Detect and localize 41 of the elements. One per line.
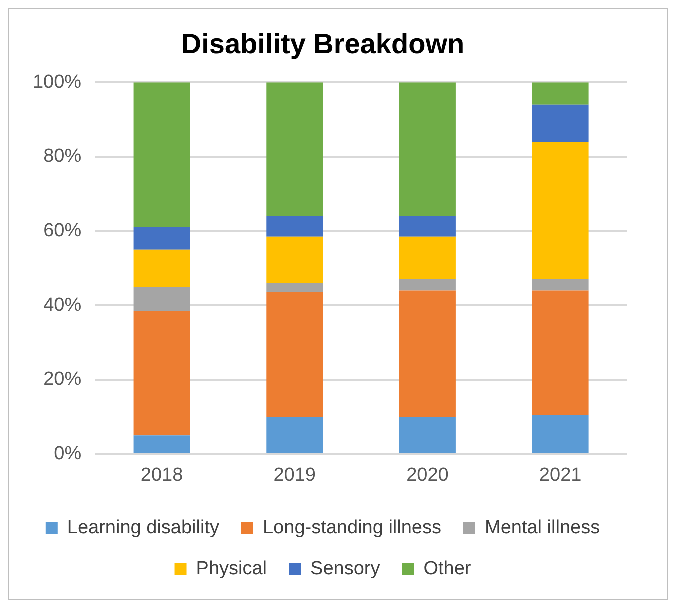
- y-tick-label: 20%: [44, 369, 82, 390]
- bar: [399, 216, 456, 237]
- bar: [266, 417, 324, 454]
- y-tick-label: 100%: [32, 72, 82, 93]
- legend-label: Long-standing illness: [262, 518, 442, 539]
- y-tick-label: 60%: [44, 220, 82, 242]
- bar: [399, 236, 456, 280]
- legend-label: Physical: [196, 558, 268, 580]
- bar: [266, 283, 324, 293]
- bar: [266, 292, 324, 418]
- bar: [134, 436, 190, 454]
- y-tick-label: 0%: [54, 443, 82, 464]
- x-tick-label: 2019: [274, 464, 316, 486]
- bar: [134, 82, 190, 228]
- bar: [399, 290, 456, 418]
- bar: [134, 228, 190, 250]
- x-tick-label: 2018: [140, 464, 184, 486]
- bar: [134, 250, 190, 287]
- bar: [532, 415, 589, 454]
- y-tick-label: 40%: [44, 294, 82, 316]
- chart-title: Disability Breakdown: [181, 28, 465, 60]
- legend-label: Mental illness: [484, 518, 600, 539]
- bar: [266, 216, 324, 237]
- legend-label: Sensory: [310, 558, 381, 580]
- legend-label: Other: [424, 558, 472, 580]
- bar: [134, 286, 190, 312]
- x-tick-label: 2021: [539, 464, 582, 486]
- bar: [532, 82, 589, 105]
- bar: [134, 311, 190, 436]
- bar: [266, 82, 324, 216]
- bar: [399, 82, 456, 216]
- y-tick-label: 80%: [44, 146, 82, 168]
- bar: [532, 290, 589, 416]
- x-tick-label: 2020: [406, 464, 449, 486]
- bar: [399, 280, 456, 291]
- bar: [532, 104, 589, 142]
- bar: [532, 280, 589, 291]
- bar: [266, 236, 324, 284]
- legend-label: Learning disability: [67, 518, 220, 539]
- bar: [399, 417, 456, 454]
- bar: [532, 142, 589, 280]
